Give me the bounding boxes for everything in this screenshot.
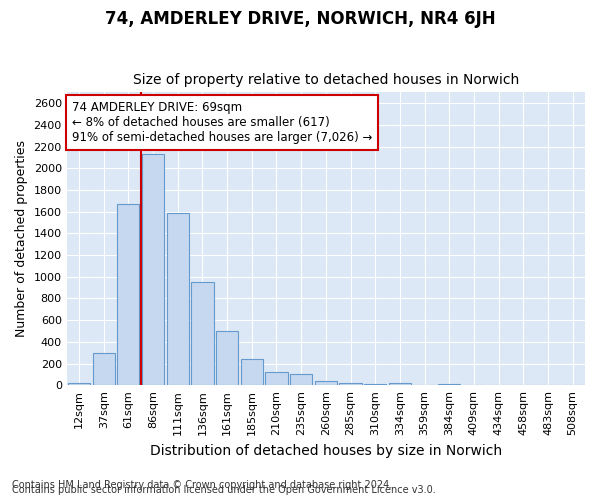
Bar	[413, 385, 436, 386]
Bar	[537, 385, 559, 386]
Bar	[191, 282, 214, 386]
Y-axis label: Number of detached properties: Number of detached properties	[15, 140, 28, 338]
Bar	[340, 383, 362, 386]
Bar	[389, 383, 411, 386]
Bar	[364, 384, 386, 386]
Bar	[265, 372, 287, 386]
Bar	[438, 384, 460, 386]
Bar	[562, 385, 584, 386]
Bar	[117, 204, 139, 386]
Title: Size of property relative to detached houses in Norwich: Size of property relative to detached ho…	[133, 73, 519, 87]
Text: Contains public sector information licensed under the Open Government Licence v3: Contains public sector information licen…	[12, 485, 436, 495]
X-axis label: Distribution of detached houses by size in Norwich: Distribution of detached houses by size …	[150, 444, 502, 458]
Bar	[142, 154, 164, 386]
Text: 74, AMDERLEY DRIVE, NORWICH, NR4 6JH: 74, AMDERLEY DRIVE, NORWICH, NR4 6JH	[104, 10, 496, 28]
Text: Contains HM Land Registry data © Crown copyright and database right 2024.: Contains HM Land Registry data © Crown c…	[12, 480, 392, 490]
Bar	[241, 358, 263, 386]
Bar	[216, 331, 238, 386]
Bar	[315, 381, 337, 386]
Text: 74 AMDERLEY DRIVE: 69sqm
← 8% of detached houses are smaller (617)
91% of semi-d: 74 AMDERLEY DRIVE: 69sqm ← 8% of detache…	[72, 101, 372, 144]
Bar	[512, 385, 535, 386]
Bar	[167, 213, 189, 386]
Bar	[68, 383, 90, 386]
Bar	[92, 353, 115, 386]
Bar	[290, 374, 312, 386]
Bar	[463, 385, 485, 386]
Bar	[488, 385, 510, 386]
